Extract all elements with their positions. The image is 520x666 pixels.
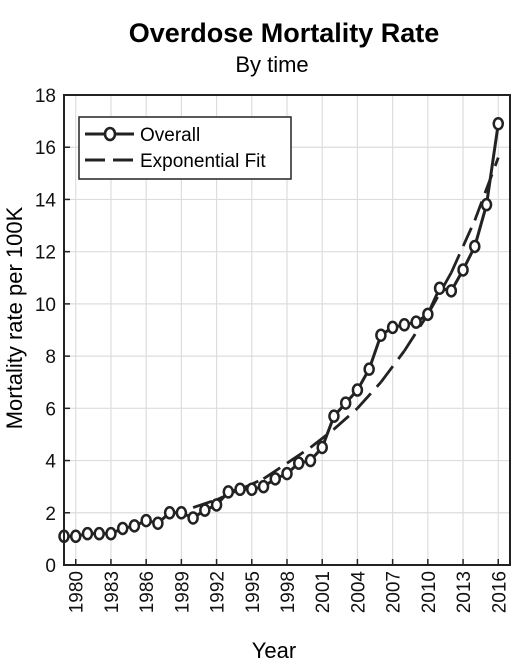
y-tick-label: 2 <box>45 504 56 525</box>
fit-line-segment <box>309 428 335 449</box>
x-tick-label: 1983 <box>102 571 123 613</box>
exponential-fit-series <box>192 157 500 509</box>
x-axis-label: Year <box>252 638 296 663</box>
overall-point <box>246 482 258 497</box>
overall-point <box>316 440 328 455</box>
overall-point <box>281 466 293 481</box>
overall-point <box>163 506 176 520</box>
overall-point <box>469 239 481 254</box>
y-tick-label: 12 <box>35 243 56 264</box>
x-tick-label: 2001 <box>313 571 334 613</box>
x-tick-label: 1986 <box>137 571 158 613</box>
y-axis-label: Mortality rate per 100K <box>2 206 27 429</box>
overall-point <box>328 409 340 423</box>
x-tick-label: 2010 <box>419 571 440 613</box>
overall-series <box>58 116 505 544</box>
overall-point <box>339 396 352 410</box>
overall-point <box>410 315 422 329</box>
fit-line-segment <box>403 313 430 352</box>
fit-line-segment <box>286 446 312 465</box>
overall-point <box>187 511 199 525</box>
overall-point <box>210 498 223 512</box>
overall-point <box>492 116 505 131</box>
x-tick-label: 1980 <box>67 571 88 613</box>
overall-point <box>351 383 364 397</box>
y-tick-label: 8 <box>45 347 56 368</box>
y-tick-label: 4 <box>45 452 56 473</box>
overall-point <box>433 281 446 295</box>
x-tick-label: 1989 <box>172 571 193 613</box>
legend: Overall Exponential Fit <box>78 116 292 180</box>
overall-point <box>457 263 469 277</box>
overall-point <box>81 526 94 541</box>
overall-point <box>386 320 399 335</box>
legend-overall-label: Overall <box>140 125 200 146</box>
overall-point <box>257 479 270 494</box>
fit-line-segment <box>379 350 406 384</box>
overall-point <box>93 526 105 541</box>
overall-point <box>375 328 387 342</box>
overall-point <box>304 453 317 468</box>
y-tick-label: 10 <box>35 295 56 316</box>
x-tick-label: 2004 <box>348 571 369 614</box>
y-tick-label: 18 <box>35 86 56 107</box>
y-tick-label: 6 <box>45 399 56 420</box>
overall-point <box>175 506 188 520</box>
fit-line-segment <box>262 462 288 480</box>
fit-line-segment <box>333 407 359 431</box>
overall-point <box>398 318 411 332</box>
legend-fit-label: Exponential Fit <box>140 151 266 172</box>
x-tick-label: 1998 <box>278 571 299 613</box>
overall-point <box>152 516 164 530</box>
legend-box <box>78 116 292 180</box>
overall-point <box>69 529 82 544</box>
x-tick-label: 2007 <box>384 571 405 613</box>
overall-point <box>128 519 141 533</box>
x-tick-label: 2013 <box>454 571 475 613</box>
overall-line-segment <box>485 123 500 205</box>
fit-line-segment <box>473 157 500 221</box>
legend-overall-marker <box>103 126 117 142</box>
y-tick-label: 16 <box>35 138 56 159</box>
overall-point <box>105 526 117 541</box>
overall-point <box>116 521 129 536</box>
overall-point <box>363 362 375 376</box>
overall-line-segment <box>473 204 488 247</box>
overall-point <box>234 482 246 497</box>
overall-point <box>445 284 458 298</box>
y-tick-label: 14 <box>35 190 57 211</box>
fit-line-segment <box>450 219 477 274</box>
overall-point <box>480 197 493 212</box>
overall-point <box>140 513 152 528</box>
overall-point <box>199 503 211 517</box>
chart-subtitle: By time <box>235 52 308 77</box>
x-tick-label: 1992 <box>208 571 229 613</box>
fit-line-segment <box>356 381 382 410</box>
overall-point <box>422 307 434 322</box>
x-tick-label: 2016 <box>489 571 510 613</box>
overall-point <box>292 456 305 470</box>
chart-title: Overdose Mortality Rate <box>129 18 440 48</box>
x-axis-ticks: 1980 1983 1986 1989 1992 1995 1998 2001 2004 2007… <box>67 559 510 614</box>
overall-point <box>269 472 282 486</box>
x-tick-label: 1995 <box>243 571 264 613</box>
y-axis-ticks: 0 2 4 6 8 10 12 14 16 18 <box>35 86 70 577</box>
overall-point <box>222 485 235 499</box>
y-tick-label: 0 <box>45 556 56 577</box>
